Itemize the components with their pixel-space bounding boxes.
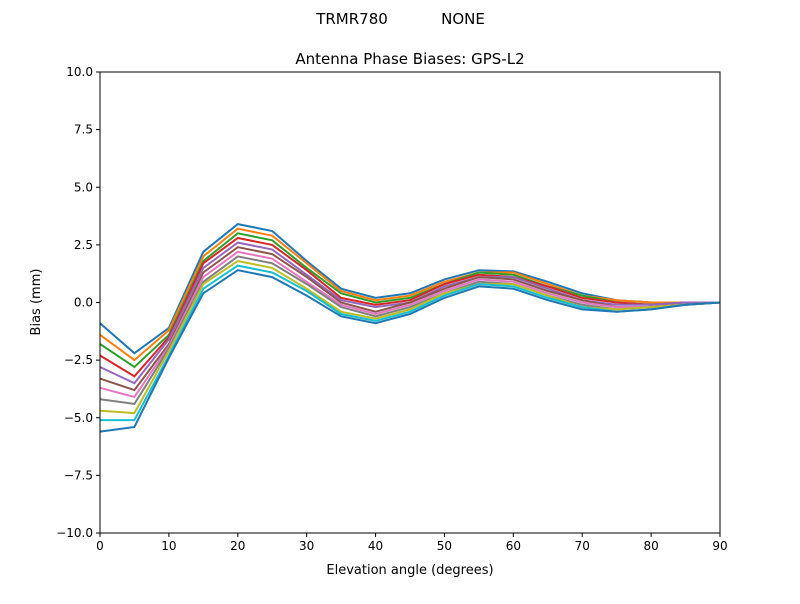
plot-frame — [99, 71, 721, 534]
series-line-5 — [99, 246, 721, 392]
x-tick-label: 20 — [230, 539, 245, 553]
x-tick-label: 30 — [299, 539, 314, 553]
y-tick-label: −2.5 — [64, 353, 93, 367]
y-tick-label: 5.0 — [74, 180, 93, 194]
y-tick-label: 0.0 — [74, 296, 93, 310]
series-line-6 — [99, 250, 721, 399]
series-line-3 — [99, 236, 720, 378]
y-tick-label: −10.0 — [56, 526, 93, 540]
x-ticks: 0 10 20 30 40 50 60 70 80 90 — [96, 533, 728, 553]
chart-title: Antenna Phase Biases: GPS-L2 — [295, 50, 524, 68]
y-tick-label: −5.0 — [64, 411, 93, 425]
suptitle-radome: NONE — [441, 10, 485, 28]
x-tick-label: 0 — [96, 539, 104, 553]
series-lines — [99, 223, 721, 433]
y-tick-label: −7.5 — [64, 468, 93, 482]
x-tick-label: 10 — [161, 539, 176, 553]
x-axis-label: Elevation angle (degrees) — [326, 563, 493, 578]
x-tick-label: 60 — [506, 539, 521, 553]
x-tick-label: 40 — [368, 539, 383, 553]
y-tick-label: 7.5 — [74, 123, 93, 137]
series-line-1 — [99, 227, 720, 362]
y-axis-label: Bias (mm) — [29, 269, 44, 336]
series-line-8 — [99, 259, 721, 415]
y-ticks: −10.0 −7.5 −5.0 −2.5 0.0 2.5 5.0 7.5 10.0 — [56, 65, 100, 540]
x-tick-label: 70 — [575, 539, 590, 553]
y-tick-label: 10.0 — [66, 65, 93, 79]
x-tick-label: 50 — [437, 539, 452, 553]
x-tick-label: 80 — [643, 539, 658, 553]
y-tick-label: 2.5 — [74, 238, 93, 252]
series-line-10 — [99, 269, 721, 433]
suptitle-antenna: TRMR780 — [315, 10, 388, 28]
x-tick-label: 90 — [712, 539, 727, 553]
